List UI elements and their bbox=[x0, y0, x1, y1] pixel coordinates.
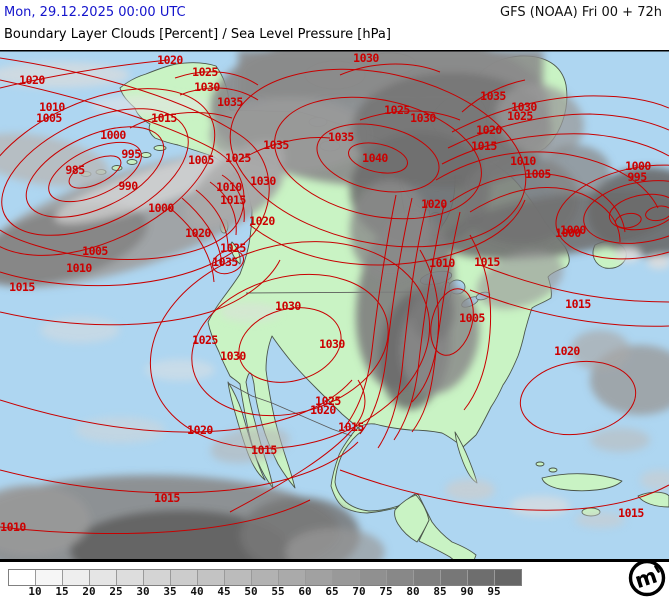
colorbar-tick: 35 bbox=[163, 585, 177, 598]
colorbar-tick: 55 bbox=[271, 585, 285, 598]
colorbar-tick: 45 bbox=[217, 585, 231, 598]
colorbar-tick: 40 bbox=[190, 585, 204, 598]
map-bottom-border bbox=[0, 559, 669, 562]
colorbar bbox=[8, 569, 522, 586]
colorbar-tick: 50 bbox=[244, 585, 258, 598]
colorbar-tick: 75 bbox=[379, 585, 393, 598]
colorbar-box bbox=[36, 570, 63, 585]
colorbar-box bbox=[333, 570, 360, 585]
colorbar-tick: 30 bbox=[136, 585, 150, 598]
colorbar-box bbox=[198, 570, 225, 585]
colorbar-box bbox=[414, 570, 441, 585]
colorbar-box bbox=[171, 570, 198, 585]
colorbar-tick: 95 bbox=[487, 585, 501, 598]
colorbar-tick: 90 bbox=[460, 585, 474, 598]
colorbar-box bbox=[144, 570, 171, 585]
colorbar-box bbox=[387, 570, 414, 585]
clouds-layer bbox=[0, 50, 669, 562]
map-title: Boundary Layer Clouds [Percent] / Sea Le… bbox=[4, 27, 391, 42]
colorbar-box bbox=[306, 570, 333, 585]
colorbar-box bbox=[360, 570, 387, 585]
colorbar-box bbox=[468, 570, 495, 585]
colorbar-tick: 65 bbox=[325, 585, 339, 598]
colorbar-box bbox=[225, 570, 252, 585]
colorbar-box bbox=[279, 570, 306, 585]
colorbar-box bbox=[9, 570, 36, 585]
map-graphic bbox=[0, 50, 669, 562]
colorbar-tick: 70 bbox=[352, 585, 366, 598]
isobars-layer bbox=[0, 57, 669, 535]
run-datetime: Mon, 29.12.2025 00:00 UTC bbox=[4, 5, 186, 20]
colorbar-tick: 10 bbox=[28, 585, 42, 598]
colorbar-box bbox=[90, 570, 117, 585]
colorbar-tick: 60 bbox=[298, 585, 312, 598]
colorbar-box bbox=[117, 570, 144, 585]
colorbar-box bbox=[63, 570, 90, 585]
colorbar-box bbox=[441, 570, 468, 585]
colorbar-tick: 15 bbox=[55, 585, 69, 598]
map-canvas bbox=[0, 50, 669, 562]
colorbar-tick: 25 bbox=[109, 585, 123, 598]
colorbar-tick: 80 bbox=[406, 585, 420, 598]
model-forecast-label: GFS (NOAA) Fri 00 + 72h bbox=[500, 5, 662, 20]
brand-logo-icon: m bbox=[626, 556, 668, 598]
colorbar-tick: 20 bbox=[82, 585, 96, 598]
colorbar-tick: 85 bbox=[433, 585, 447, 598]
colorbar-box bbox=[252, 570, 279, 585]
map-top-border bbox=[0, 50, 669, 52]
colorbar-ticks: 10 15 20 25 30 35 40 45 50 55 60 65 70 75 80 85 90 95 bbox=[0, 585, 669, 599]
colorbar-box bbox=[495, 570, 521, 585]
